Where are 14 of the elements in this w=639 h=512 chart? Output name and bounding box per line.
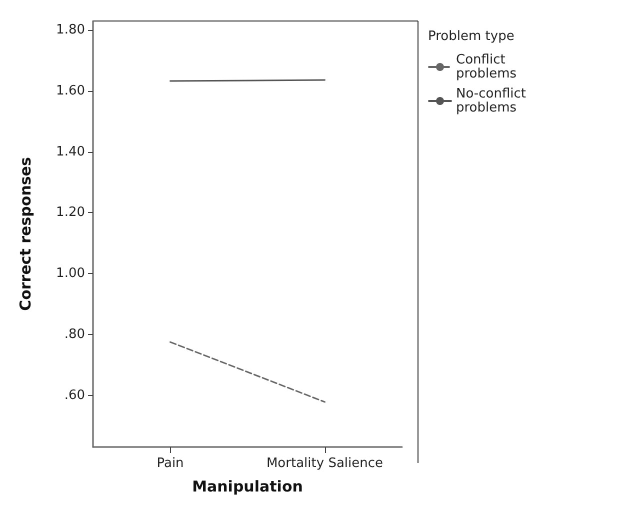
legend-label: No-conflict problems: [456, 86, 526, 116]
x-tick-label: Pain: [156, 456, 184, 471]
legend-title: Problem type: [428, 29, 514, 44]
y-axis-title: Correct responses: [16, 157, 34, 311]
y-tick-label: 1.40: [56, 144, 85, 160]
y-tick-label: 1.20: [56, 205, 85, 220]
legend-label: Conflict problems: [456, 52, 517, 82]
x-axis-title: Manipulation: [192, 478, 303, 496]
y-tick-label: 1.80: [56, 22, 85, 38]
y-tick-label: 1.60: [56, 83, 85, 98]
x-tick-label: Mortality Salience: [266, 456, 384, 471]
y-tick-label: 1.00: [56, 266, 85, 282]
y-tick-label: .60: [64, 388, 85, 403]
y-tick-label: .80: [64, 326, 85, 342]
